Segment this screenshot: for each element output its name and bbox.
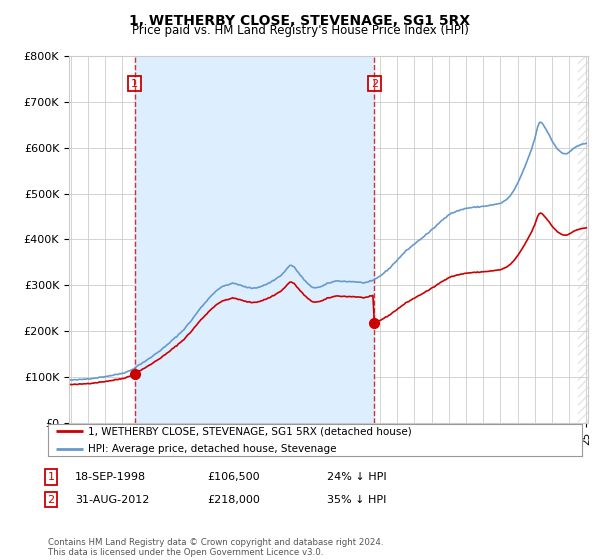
Text: 1, WETHERBY CLOSE, STEVENAGE, SG1 5RX: 1, WETHERBY CLOSE, STEVENAGE, SG1 5RX — [130, 14, 470, 28]
Text: 2: 2 — [47, 494, 55, 505]
Text: 1: 1 — [131, 78, 138, 88]
Text: 24% ↓ HPI: 24% ↓ HPI — [327, 472, 386, 482]
Text: Price paid vs. HM Land Registry's House Price Index (HPI): Price paid vs. HM Land Registry's House … — [131, 24, 469, 37]
Text: 1, WETHERBY CLOSE, STEVENAGE, SG1 5RX (detached house): 1, WETHERBY CLOSE, STEVENAGE, SG1 5RX (d… — [88, 426, 412, 436]
Text: Contains HM Land Registry data © Crown copyright and database right 2024.
This d: Contains HM Land Registry data © Crown c… — [48, 538, 383, 557]
Text: 18-SEP-1998: 18-SEP-1998 — [75, 472, 146, 482]
Text: HPI: Average price, detached house, Stevenage: HPI: Average price, detached house, Stev… — [88, 444, 337, 454]
Bar — [578, 56, 588, 423]
Text: 2: 2 — [371, 78, 378, 88]
Bar — [134, 56, 374, 423]
Text: £106,500: £106,500 — [207, 472, 260, 482]
Text: 35% ↓ HPI: 35% ↓ HPI — [327, 494, 386, 505]
Text: 1: 1 — [47, 472, 55, 482]
Text: £218,000: £218,000 — [207, 494, 260, 505]
Text: 31-AUG-2012: 31-AUG-2012 — [75, 494, 149, 505]
Bar — [578, 56, 588, 423]
